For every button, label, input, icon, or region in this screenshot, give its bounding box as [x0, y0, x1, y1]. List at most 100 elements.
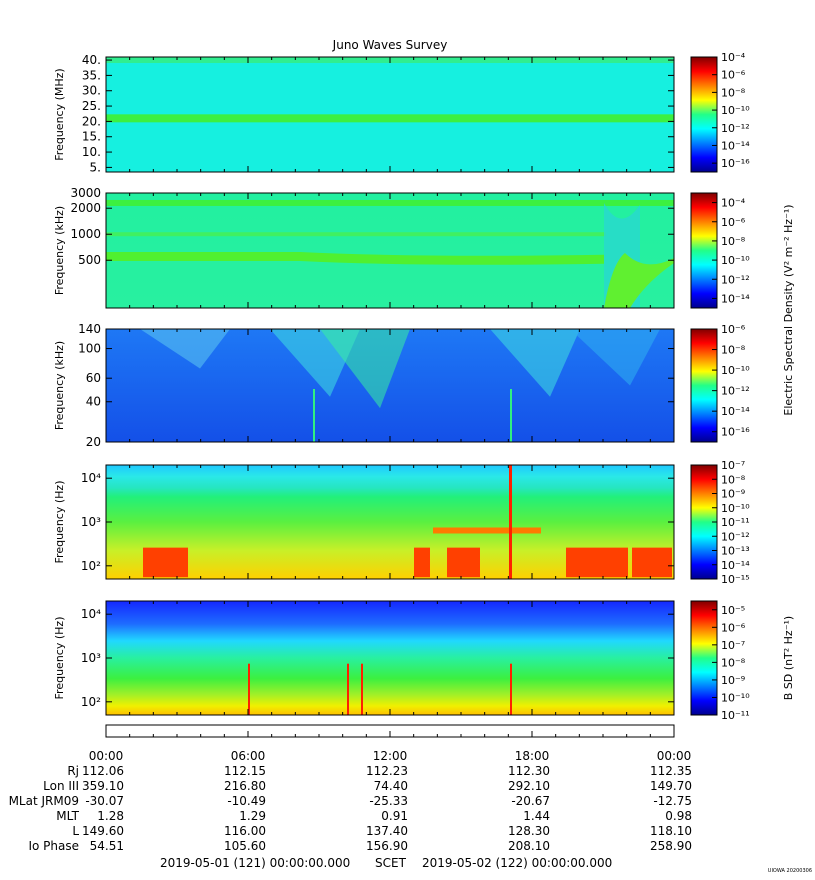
colorbar-tick-label: 10⁻⁴: [721, 51, 746, 64]
colorbar-tick-label: 10⁻¹⁴: [721, 139, 750, 152]
colorbar-tick-label: 10⁻⁸: [721, 656, 746, 669]
emission-feature: [490, 329, 580, 397]
emission-feature: [509, 465, 512, 579]
ephemeris-label: Lon III: [43, 779, 79, 793]
ephemeris-value: 112.30: [508, 764, 550, 778]
x-tick-label: 18:00: [515, 749, 550, 763]
y-tick-label: 10³: [81, 515, 101, 529]
spectrogram-panel-5: 10² 10³ 10⁴ Frequency (Hz): [53, 600, 675, 716]
y-axis-label: Frequency (Hz): [53, 617, 66, 700]
colorbar-tick-label: 10⁻⁷: [721, 639, 745, 652]
ephemeris-value: 112.06: [82, 764, 124, 778]
emission-feature: [361, 663, 363, 715]
emission-feature: [320, 329, 410, 409]
y-tick-label: 10²: [81, 695, 101, 709]
ephemeris-value: -10.49: [227, 794, 266, 808]
y-tick-label: 10.: [82, 145, 101, 159]
colorbar-tick-label: 10⁻¹⁴: [721, 559, 750, 572]
colorbar-tick-label: 10⁻¹⁴: [721, 405, 750, 418]
ephemeris-value: 105.60: [224, 839, 266, 853]
ephemeris-value: 149.60: [82, 824, 124, 838]
end-time-label: 2019-05-02 (122) 00:00:00.000: [422, 856, 612, 870]
colorbar-tick-label: 10⁻¹⁶: [721, 426, 750, 439]
colorbar-tick-label: 10⁻¹²: [721, 122, 750, 135]
colorbar-tick-label: 10⁻⁸: [721, 86, 746, 99]
y-axis-label: Frequency (kHz): [53, 206, 66, 295]
y-tick-label: 5.: [90, 160, 101, 174]
colorbar-tick-label: 10⁻⁶: [721, 216, 746, 229]
ephemeris-value: 359.10: [82, 779, 124, 793]
colorbar-tick-label: 10⁻¹²: [721, 530, 750, 543]
ephemeris-row: MLT 1.28 1.29 0.91 1.44 0.98: [56, 809, 692, 823]
y-tick-label: 15.: [82, 130, 101, 144]
y-tick-label: 10²: [81, 559, 101, 573]
emission-feature: [632, 547, 672, 578]
colorbar-tick-label: 10⁻⁹: [721, 488, 745, 501]
ephemeris-value: 258.90: [650, 839, 692, 853]
y-tick-label: 60: [86, 371, 101, 385]
ephemeris-value: 116.00: [224, 824, 266, 838]
emission-feature: [433, 527, 541, 534]
y-axis-label: Frequency (kHz): [53, 341, 66, 430]
colorbar-2: 10⁻⁴ 10⁻⁶ 10⁻⁸ 10⁻¹⁰ 10⁻¹² 10⁻¹⁴ Electric Spec…: [690, 192, 795, 416]
ephemeris-value: 54.51: [90, 839, 124, 853]
emission-band: [106, 232, 606, 237]
ephemeris-value: -30.07: [85, 794, 124, 808]
ephemeris-value: 112.35: [650, 764, 692, 778]
colorbar-label: Electric Spectral Density (V² m⁻² Hz⁻¹): [782, 204, 795, 415]
colorbar-tick-label: 10⁻¹²: [721, 273, 750, 286]
spectrogram-panel-4: 10² 10³ 10⁴ Frequency (Hz): [53, 464, 675, 580]
spectrogram-background: [106, 601, 674, 715]
emission-feature: [447, 547, 480, 578]
emission-feature: [510, 663, 512, 715]
colorbar-tick-label: 10⁻¹¹: [721, 709, 750, 722]
emission-band: [106, 251, 604, 265]
emission-feature: [313, 389, 315, 442]
colorbar-tick-label: 10⁻¹⁰: [721, 691, 750, 704]
ephemeris-label: MLat JRM09: [9, 794, 79, 808]
y-tick-label: 140: [78, 322, 101, 336]
ephemeris-value: -12.75: [653, 794, 692, 808]
colorbar-tick-label: 10⁻¹⁶: [721, 157, 750, 170]
colorbar-1: 10⁻⁴ 10⁻⁶ 10⁻⁸ 10⁻¹⁰ 10⁻¹² 10⁻¹⁴ 10⁻¹⁶: [690, 51, 750, 173]
ephemeris-row: L 149.60 116.00 137.40 128.30 118.10: [72, 824, 692, 838]
ephemeris-value: 128.30: [508, 824, 550, 838]
colorbar-tick-label: 10⁻⁴: [721, 197, 746, 210]
x-tick-label: 12:00: [373, 749, 408, 763]
ephemeris-value: 0.91: [381, 809, 408, 823]
colorbar-tick-label: 10⁻⁸: [721, 473, 746, 486]
y-tick-label: 30.: [82, 84, 101, 98]
emission-feature: [414, 547, 430, 578]
ephemeris-row: Lon III 359.10 216.80 74.40 292.10 149.70: [43, 779, 692, 793]
y-tick-label: 1000: [70, 227, 101, 241]
y-tick-label: 35.: [82, 68, 101, 82]
y-axis-label: Frequency (Hz): [53, 481, 66, 564]
colorbar-tick-label: 10⁻¹⁰: [721, 104, 750, 117]
colorbar-tick-label: 10⁻¹⁰: [721, 254, 750, 267]
emission-feature: [566, 547, 628, 578]
colorbar-gradient: [690, 56, 718, 173]
y-tick-label: 100: [78, 342, 101, 356]
colorbar-tick-label: 10⁻⁵: [721, 604, 745, 617]
ephemeris-value: 74.40: [374, 779, 408, 793]
emission-feature: [347, 663, 349, 715]
y-tick-label: 20.: [82, 114, 101, 128]
x-tick-label: 00:00: [89, 749, 124, 763]
spectrogram-background: [106, 193, 674, 308]
colorbar-gradient: [690, 328, 718, 443]
ephemeris-value: 156.90: [366, 839, 408, 853]
spectrogram-panel-1: 5.10.15. 20.25.30. 35.40. Frequency (MHz): [53, 53, 675, 174]
start-time-label: 2019-05-01 (121) 00:00:00.000: [160, 856, 350, 870]
colorbar-tick-label: 10⁻¹⁰: [721, 364, 750, 377]
y-tick-label: 20: [86, 435, 101, 449]
colorbar-3: 10⁻⁶ 10⁻⁸ 10⁻¹⁰ 10⁻¹² 10⁻¹⁴ 10⁻¹⁶: [690, 323, 750, 443]
ephemeris-value: 1.29: [239, 809, 266, 823]
emission-band: [106, 114, 674, 123]
y-tick-label: 40.: [82, 53, 101, 67]
time-axis: 00:00 06:00 12:00 18:00 00:00: [89, 724, 691, 763]
ephemeris-row: Rj 112.06 112.15 112.23 112.30 112.35: [67, 764, 692, 778]
colorbar-tick-label: 10⁻¹⁴: [721, 292, 750, 305]
